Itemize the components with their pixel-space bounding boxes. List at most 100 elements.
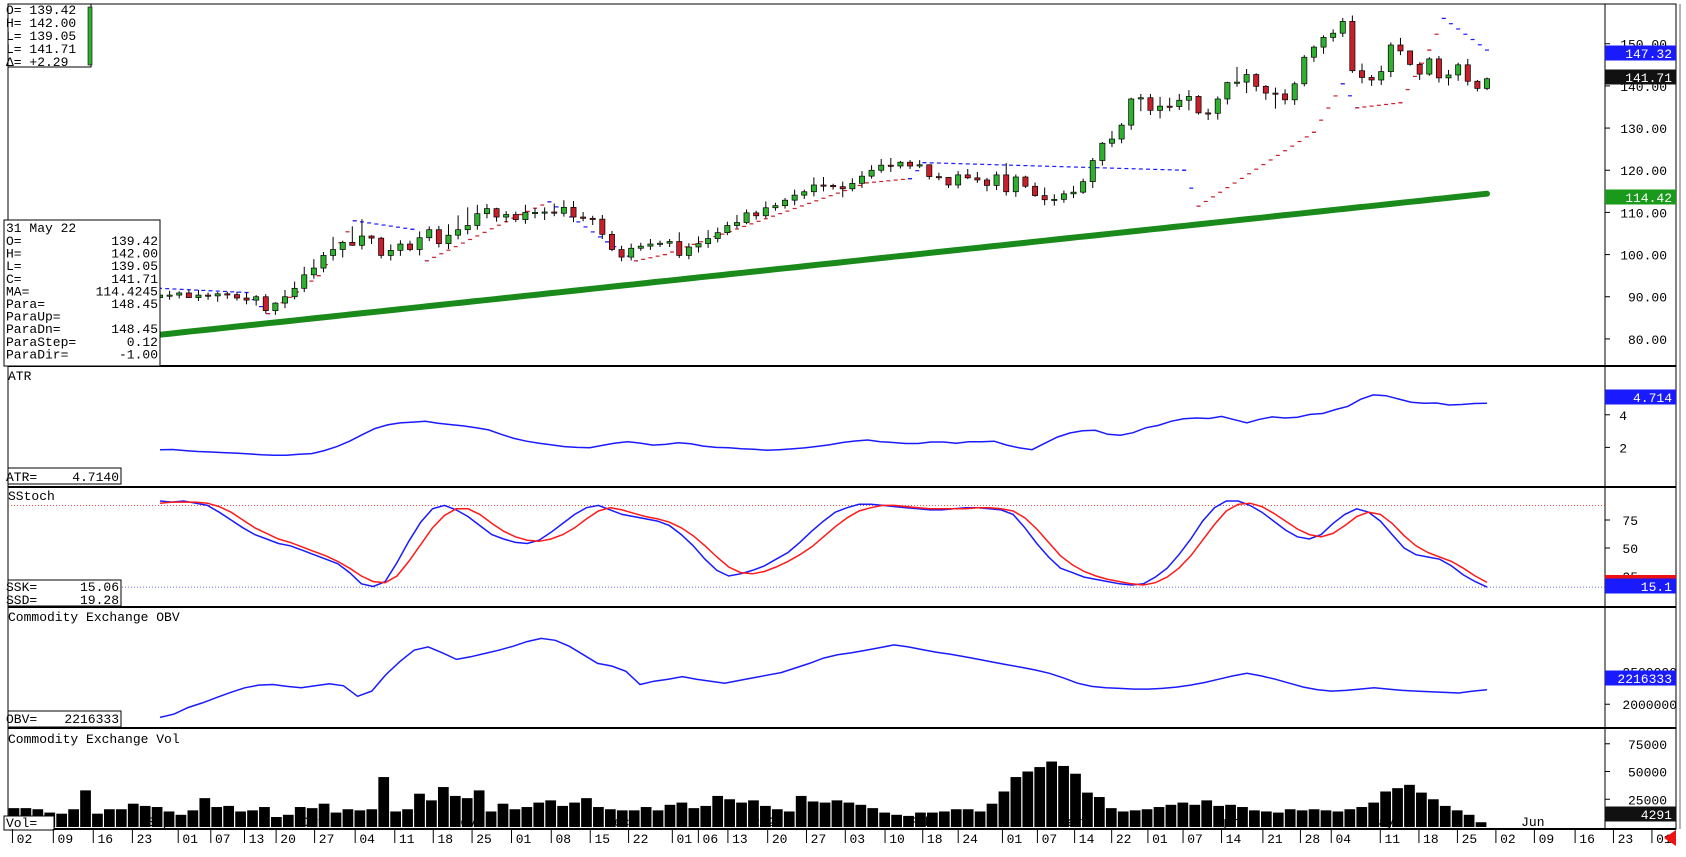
- ssk-tag-bg: [1605, 578, 1676, 594]
- candle: [1301, 55, 1308, 87]
- obv-tag-bg: [1605, 670, 1676, 686]
- candle: [349, 226, 356, 246]
- candle-body: [897, 161, 904, 167]
- info-box-value: 0.12: [127, 335, 158, 350]
- volume-bar: [211, 807, 223, 827]
- candle: [310, 259, 317, 279]
- volume-bar: [1046, 761, 1058, 827]
- month-label: Jun: [1521, 815, 1544, 830]
- volume-bar: [497, 803, 509, 827]
- candle-body: [628, 247, 635, 258]
- candle: [820, 176, 827, 192]
- vol-tick-label: 50000: [1628, 766, 1667, 781]
- candle: [291, 281, 298, 300]
- volume-bar: [259, 807, 270, 827]
- candle: [1041, 187, 1048, 206]
- candle: [551, 203, 558, 217]
- volume-bar: [175, 814, 187, 827]
- info-box-value: 148.45: [111, 297, 158, 312]
- scroll-left-arrow-icon[interactable]: [1664, 830, 1676, 846]
- candle: [926, 164, 933, 180]
- candle: [1166, 97, 1173, 112]
- candle: [791, 189, 798, 206]
- candle: [935, 172, 942, 181]
- volume-bar: [1058, 765, 1069, 827]
- candle-body: [233, 294, 240, 299]
- obv-tag: 2216333: [1605, 670, 1676, 687]
- candle: [407, 240, 413, 252]
- volume-bar: [1427, 799, 1439, 827]
- candle: [1416, 62, 1423, 80]
- candle-body: [907, 161, 913, 167]
- volume-bar: [700, 805, 712, 827]
- candle-body: [580, 216, 587, 219]
- para-price-tag: 147.32: [1605, 45, 1676, 62]
- candle-body: [1291, 83, 1298, 101]
- candle: [205, 292, 212, 300]
- info-box-value: 139.42: [111, 234, 158, 249]
- day-label: 14: [1079, 832, 1095, 847]
- volume-bar: [1260, 811, 1272, 827]
- volume-bar: [915, 812, 926, 827]
- volume-bar: [437, 787, 449, 827]
- volume-bar: [1225, 804, 1236, 827]
- month-label: 2022: [752, 815, 783, 830]
- volume-bar: [1022, 771, 1034, 827]
- atr-title: ATR: [8, 369, 32, 384]
- volume-bar: [903, 815, 914, 827]
- candle: [859, 171, 865, 188]
- day-label: 10: [889, 832, 905, 847]
- volume-bar: [485, 811, 497, 827]
- obv-tag-text: 2216333: [1617, 672, 1672, 687]
- candle-body: [1118, 124, 1125, 140]
- volume-bar: [664, 804, 676, 827]
- volume-bar: [867, 808, 879, 827]
- candle: [1387, 42, 1394, 78]
- candle: [1339, 18, 1346, 37]
- candle: [695, 236, 702, 253]
- candle: [782, 198, 788, 209]
- candle-body: [964, 174, 971, 179]
- candle-body: [753, 212, 760, 217]
- volume-bar: [306, 808, 318, 827]
- candle: [253, 295, 260, 306]
- volume-bar: [1416, 792, 1427, 827]
- candle-body: [1109, 138, 1115, 144]
- volume-bar: [378, 777, 390, 827]
- candle: [974, 171, 981, 183]
- info-box-label: ParaStep=: [6, 335, 76, 350]
- candle: [1157, 96, 1164, 119]
- candle-body: [1205, 112, 1212, 115]
- candle-body: [445, 234, 452, 244]
- candle-body: [685, 246, 692, 256]
- ohlc-box-line: H= 142.00: [6, 16, 76, 31]
- volume-bar: [187, 810, 199, 827]
- info-box-label: ParaUp=: [6, 310, 61, 325]
- candle-body: [483, 208, 490, 215]
- volume-bar: [509, 809, 521, 827]
- candle-body: [426, 229, 433, 239]
- volume-bar: [593, 807, 604, 827]
- ssd-readout-label: SSD=: [6, 593, 37, 608]
- volume-bar: [1249, 810, 1260, 827]
- candle-body: [1060, 193, 1067, 200]
- candle-body: [1349, 21, 1356, 72]
- para-price-tag-bg: [1605, 45, 1676, 61]
- candle: [368, 235, 375, 245]
- candle-body: [185, 292, 192, 298]
- candle: [1099, 141, 1106, 166]
- volume-bar: [652, 810, 664, 827]
- candle: [984, 177, 990, 192]
- volume-bar: [855, 804, 867, 827]
- candle-body: [205, 294, 212, 297]
- candle: [320, 252, 327, 273]
- candle-body: [984, 179, 990, 186]
- volume-bar: [724, 799, 735, 827]
- candle-body: [1234, 81, 1240, 84]
- volume-bar: [1320, 810, 1332, 827]
- volume-bar: [1141, 809, 1153, 827]
- candle: [1070, 185, 1077, 199]
- candle: [772, 202, 779, 211]
- candle: [753, 210, 760, 220]
